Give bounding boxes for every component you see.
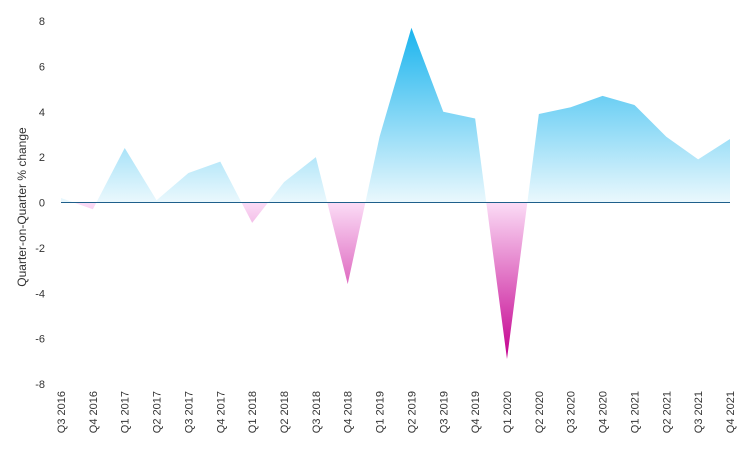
x-tick-label: Q3 2021 xyxy=(693,391,705,433)
y-axis: -8 -6 -4 -2 0 2 4 6 8 xyxy=(35,16,45,391)
y-axis-title: Quarter-on-Quarter % change xyxy=(15,127,29,287)
x-tick-label: Q2 2020 xyxy=(534,391,546,433)
x-tick-label: Q3 2017 xyxy=(183,391,195,433)
x-tick-label: Q2 2017 xyxy=(152,391,164,433)
y-tick-label: -4 xyxy=(35,288,45,300)
x-tick-label: Q1 2020 xyxy=(502,391,514,433)
y-tick-label: 8 xyxy=(39,16,45,28)
y-tick-label: -8 xyxy=(35,379,45,391)
x-tick-label: Q2 2021 xyxy=(661,391,673,433)
x-tick-label: Q1 2017 xyxy=(120,391,132,433)
positive-area xyxy=(61,27,730,203)
x-tick-label: Q3 2019 xyxy=(438,391,450,433)
x-tick-label: Q4 2016 xyxy=(88,391,100,433)
x-tick-label: Q1 2019 xyxy=(375,391,387,433)
y-tick-label: -6 xyxy=(35,334,45,346)
x-tick-label: Q3 2020 xyxy=(566,391,578,433)
x-tick-label: Q2 2019 xyxy=(406,391,418,433)
x-tick-label: Q1 2018 xyxy=(247,391,259,433)
x-tick-label: Q3 2018 xyxy=(311,391,323,433)
y-tick-label: 6 xyxy=(39,61,45,73)
x-tick-label: Q4 2019 xyxy=(470,391,482,433)
x-tick-label: Q3 2016 xyxy=(56,391,68,433)
y-tick-label: 0 xyxy=(39,198,45,210)
x-tick-label: Q4 2018 xyxy=(343,391,355,433)
x-tick-label: Q1 2021 xyxy=(629,391,641,433)
x-axis: Q3 2016 Q4 2016 Q1 2017 Q2 2017 Q3 2017 Q4 20… xyxy=(56,391,737,433)
x-tick-label: Q4 2017 xyxy=(215,391,227,433)
x-tick-label: Q4 2020 xyxy=(598,391,610,433)
x-tick-label: Q4 2021 xyxy=(725,391,737,433)
plot-area xyxy=(61,27,730,360)
y-tick-label: 2 xyxy=(39,152,45,164)
y-tick-label: -2 xyxy=(35,243,45,255)
x-tick-label: Q2 2018 xyxy=(279,391,291,433)
y-tick-label: 4 xyxy=(39,107,45,119)
